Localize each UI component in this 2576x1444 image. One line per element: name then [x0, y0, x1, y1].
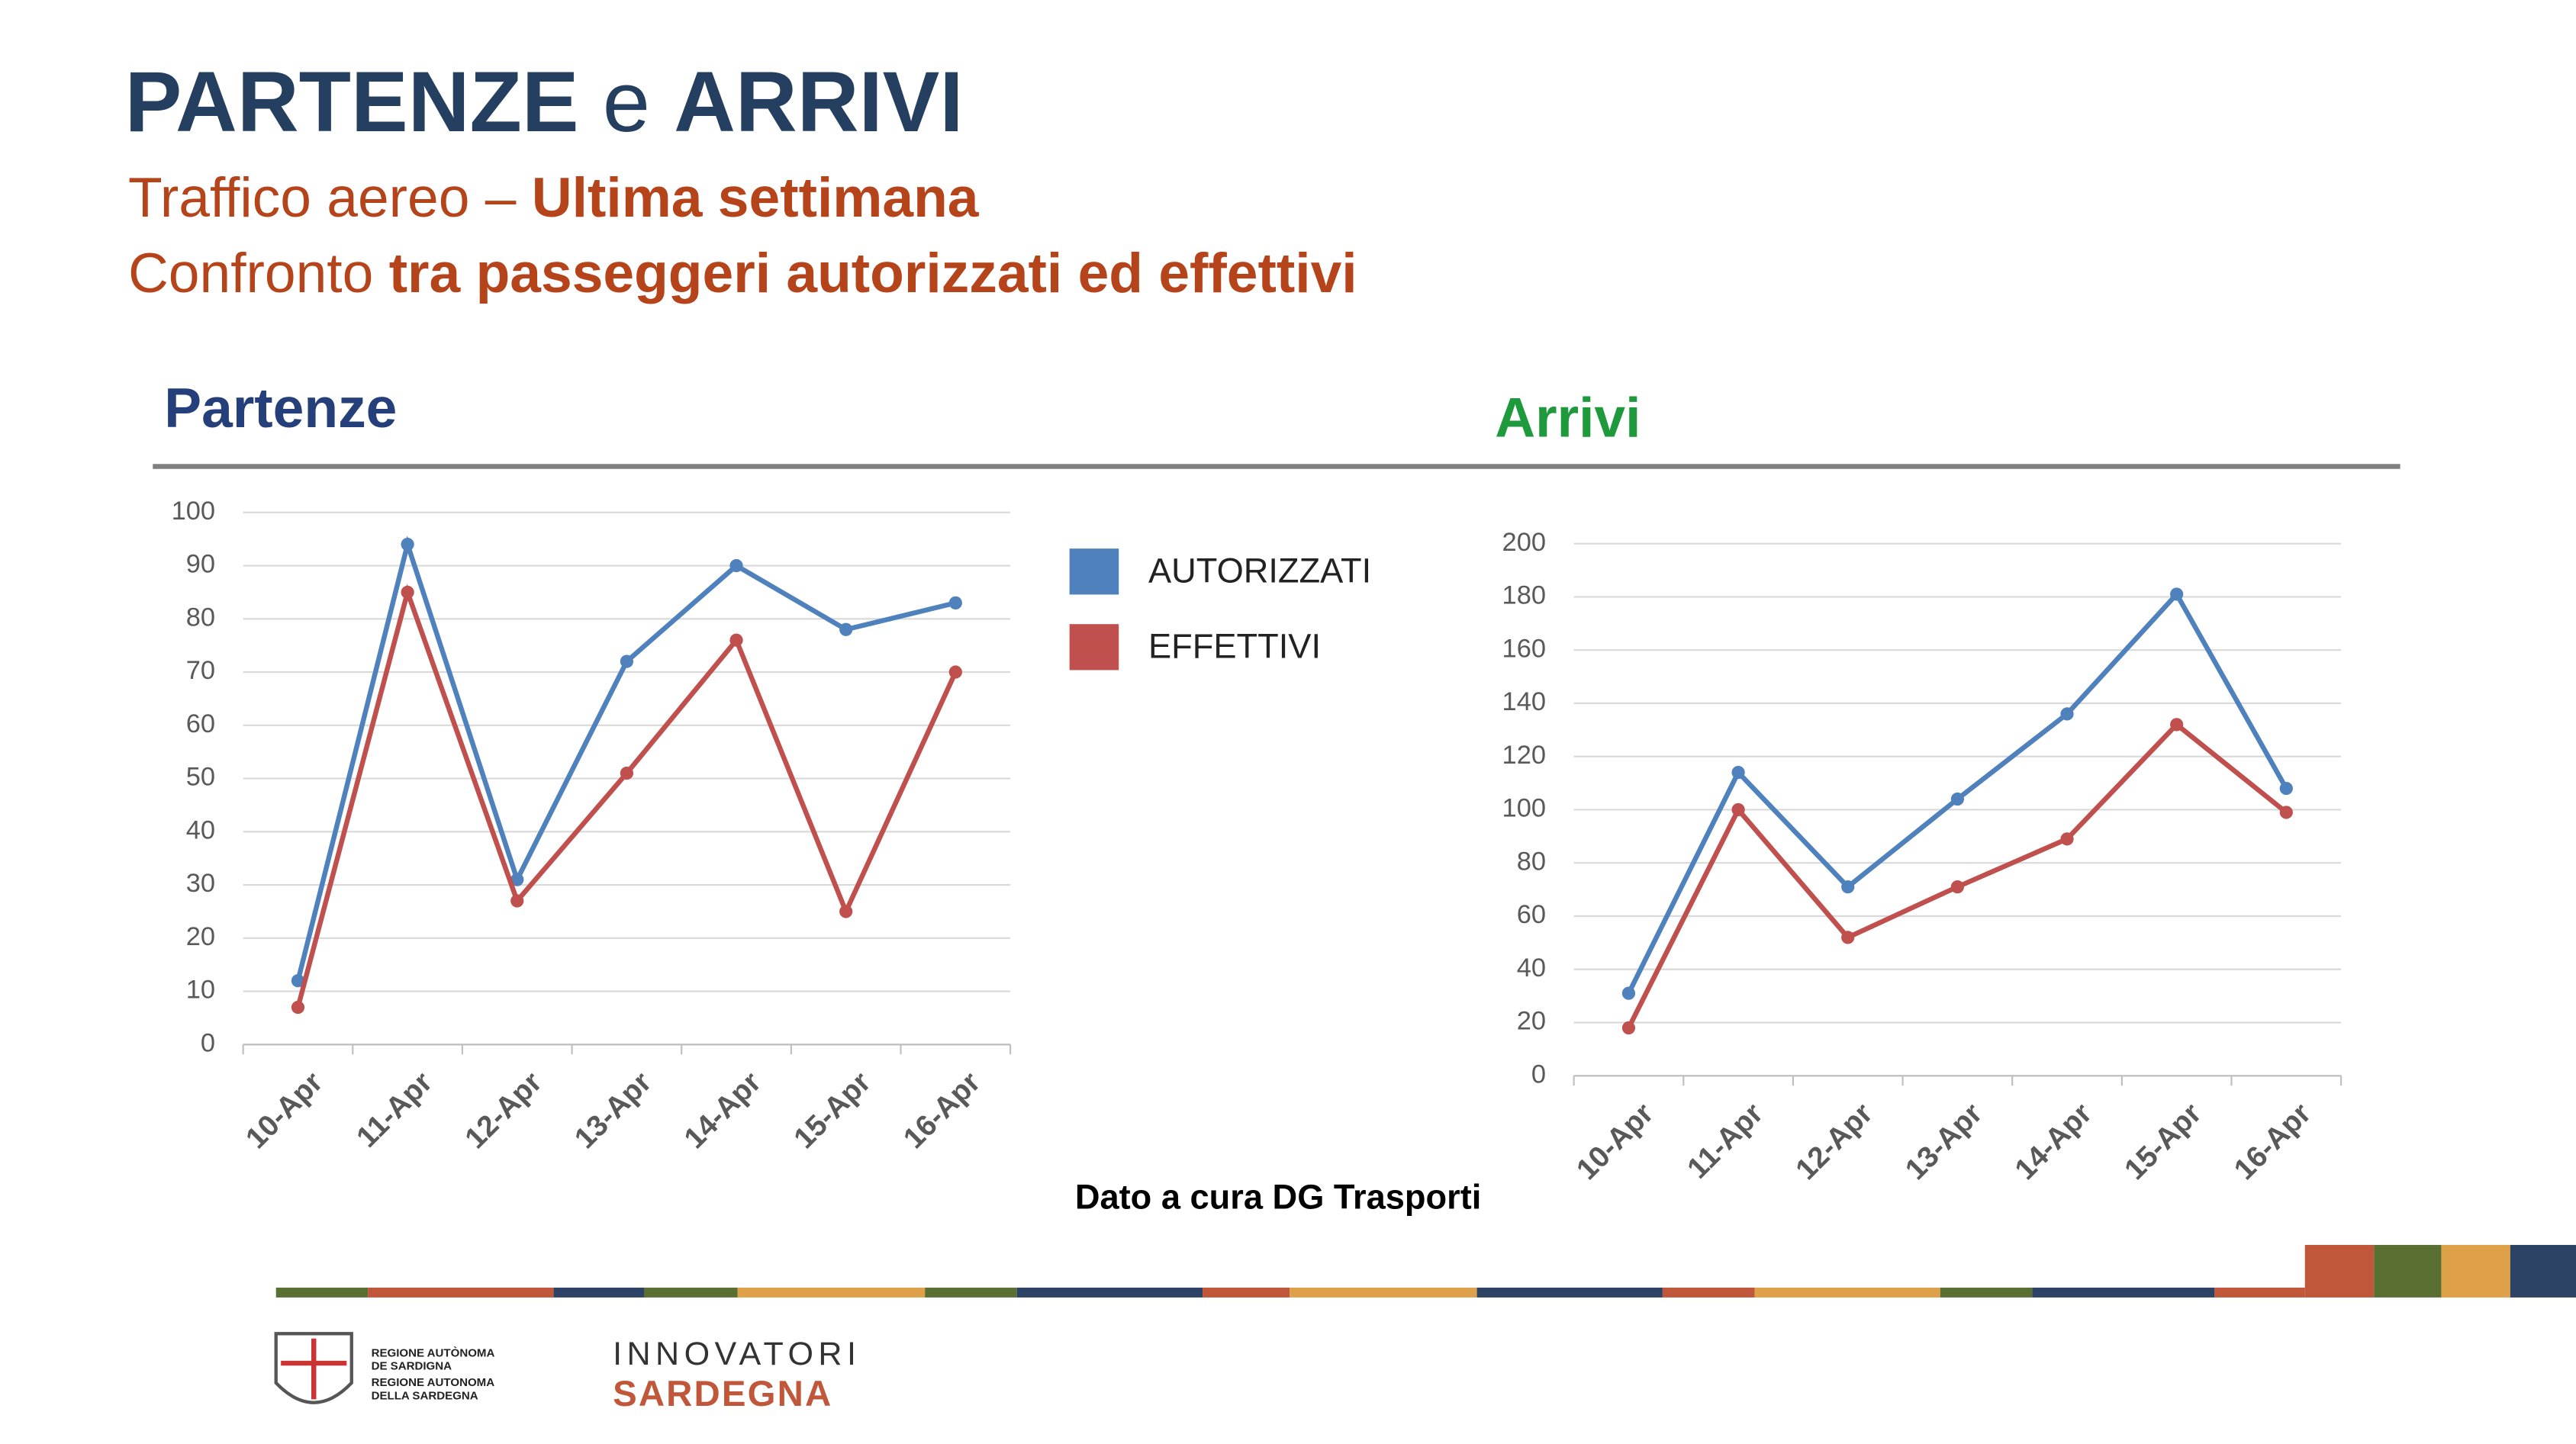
region-logo: REGIONE AUTÒNOMA DE SARDIGNA REGIONE AUT… [274, 1332, 495, 1404]
y-tick-label: 70 [186, 656, 215, 685]
legend-swatch [1069, 548, 1119, 595]
x-tick-label: 10-Apr [1570, 1097, 1660, 1186]
x-tick-label: 13-Apr [1899, 1097, 1988, 1186]
logo-text: DELLA SARDEGNA [372, 1389, 478, 1402]
logo-text: DE SARDIGNA [372, 1360, 452, 1373]
data-point [510, 894, 524, 908]
y-tick-label: 60 [1517, 900, 1546, 929]
logo-text: SARDEGNA [613, 1374, 832, 1414]
data-point [1621, 986, 1636, 1000]
y-tick-label: 180 [1502, 581, 1546, 610]
x-tick-label: 15-Apr [787, 1066, 877, 1155]
x-tick-label: 11-Apr [350, 1066, 439, 1154]
y-tick-label: 20 [186, 922, 215, 951]
source-note: Dato a cura DG Trasporti [1075, 1178, 1482, 1217]
series-line [295, 535, 957, 982]
x-tick-label: 14-Apr [2009, 1097, 2098, 1186]
y-tick-label: 80 [1517, 847, 1546, 876]
x-tick-label: 15-Apr [2118, 1097, 2207, 1186]
stripe [275, 1245, 2576, 1298]
x-tick-label: 12-Apr [459, 1066, 548, 1155]
data-point [729, 558, 743, 573]
y-tick-label: 50 [186, 763, 215, 792]
data-point [1950, 880, 1964, 894]
data-point [839, 905, 853, 918]
title-part: ARRIVI [674, 54, 963, 150]
data-point [1731, 766, 1745, 780]
data-point [2279, 781, 2293, 796]
data-point [2279, 806, 2293, 819]
title-part: e [603, 54, 650, 150]
data-point [1841, 931, 1855, 944]
data-point [291, 974, 305, 988]
data-point [1950, 792, 1964, 806]
x-tick-label: 14-Apr [678, 1066, 768, 1155]
x-tick-label: 12-Apr [1789, 1097, 1879, 1186]
y-tick-label: 80 [186, 603, 215, 632]
data-point [1621, 1021, 1636, 1035]
x-tick-label: 10-Apr [240, 1066, 329, 1155]
y-tick-label: 20 [1517, 1007, 1546, 1036]
y-tick-label: 10 [186, 976, 215, 1005]
subtitle-part: Confronto [128, 242, 389, 304]
y-tick-label: 160 [1502, 634, 1546, 663]
x-tick-label: 11-Apr [1681, 1097, 1769, 1185]
data-point [948, 596, 962, 609]
y-tick-label: 140 [1502, 687, 1546, 716]
data-point [729, 633, 743, 647]
slide-title: PARTENZE e ARRIVI [125, 54, 964, 150]
chart-title: Arrivi [1495, 387, 1641, 449]
legend-swatch [1069, 624, 1119, 671]
data-point [620, 654, 634, 668]
y-tick-label: 90 [186, 550, 215, 579]
data-point [510, 873, 524, 886]
y-tick-label: 0 [1531, 1060, 1546, 1089]
y-tick-label: 60 [186, 709, 215, 738]
subtitle: Traffico aereo – Ultima settimana [128, 166, 980, 229]
y-tick-label: 200 [1502, 528, 1546, 557]
data-point [948, 665, 962, 679]
x-tick-label: 16-Apr [897, 1066, 987, 1155]
legend-label: AUTORIZZATI [1148, 551, 1371, 590]
logo-text: REGIONE AUTONOMA [372, 1376, 495, 1389]
legend-label: EFFETTIVI [1148, 626, 1321, 665]
data-point [291, 1000, 305, 1015]
data-point [839, 622, 853, 636]
chart-title: Partenze [164, 377, 397, 439]
x-tick-label: 13-Apr [568, 1066, 658, 1155]
y-tick-label: 100 [172, 497, 215, 526]
logo-text: INNOVATORI [613, 1336, 861, 1372]
data-point [2060, 832, 2074, 846]
y-tick-label: 100 [1502, 794, 1546, 823]
series-line [1626, 721, 2288, 1029]
data-point [1841, 880, 1855, 894]
y-tick-label: 40 [186, 815, 215, 844]
title-part: PARTENZE [125, 54, 579, 150]
y-tick-label: 30 [186, 869, 215, 898]
y-tick-label: 0 [201, 1028, 215, 1057]
data-point [401, 585, 414, 600]
subtitle: Confronto tra passeggeri autorizzati ed … [128, 242, 1357, 304]
logo-text: REGIONE AUTÒNOMA [372, 1346, 495, 1359]
y-tick-label: 120 [1502, 741, 1546, 770]
data-point [401, 538, 414, 552]
subtitle-part: Traffico aereo – [128, 166, 532, 229]
data-point [1731, 802, 1745, 817]
series-line [295, 584, 958, 1008]
data-point [2170, 718, 2184, 732]
y-tick-label: 40 [1517, 954, 1546, 982]
data-point [2060, 707, 2074, 721]
data-point [620, 766, 634, 780]
subtitle-part: Ultima settimana [532, 166, 980, 229]
data-point [2170, 587, 2184, 601]
subtitle-part: tra passeggeri autorizzati ed effettivi [389, 242, 1357, 304]
x-tick-label: 16-Apr [2228, 1097, 2317, 1186]
